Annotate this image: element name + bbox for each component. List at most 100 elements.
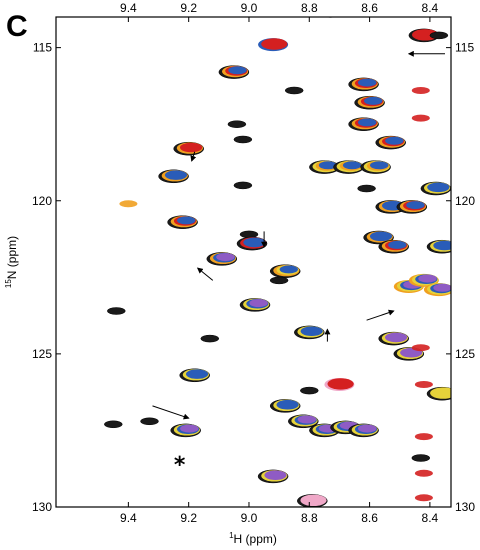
nmr-peak	[324, 378, 355, 391]
peak-contour-blue	[370, 161, 389, 170]
shift-arrow	[366, 309, 395, 321]
peak-contour-blue	[164, 170, 188, 180]
peak-contour-red	[414, 469, 433, 477]
peak-contour-blue	[300, 326, 323, 337]
shift-arrow	[196, 267, 214, 281]
peak-contour-black	[411, 454, 431, 462]
y-tick-label-right: 115	[455, 41, 474, 55]
nmr-peak	[348, 423, 379, 438]
x-tick-label-top: 8.6	[361, 1, 378, 15]
x-tick-label-bottom: 8.4	[422, 511, 439, 525]
nmr-peak	[325, 17, 336, 18]
x-axis-label: 1H (ppm)	[229, 531, 277, 546]
nmr-peak	[257, 469, 289, 484]
nmr-peak	[294, 325, 325, 340]
peak-contour-blue	[369, 231, 393, 242]
nmr-peak	[173, 141, 204, 156]
peak-contour-black	[239, 230, 259, 239]
plot-frame	[55, 16, 452, 508]
nmr-peak	[378, 331, 409, 346]
peak-contour-blue	[243, 237, 266, 248]
peak-contour-blue	[186, 369, 209, 379]
nmr-peak	[408, 273, 439, 287]
y-tick-label-right: 120	[455, 194, 475, 208]
nmr-peak	[396, 200, 428, 214]
x-tick-label-top: 9.2	[180, 1, 197, 15]
nmr-peak	[297, 494, 328, 507]
peak-contour-red	[411, 87, 430, 94]
x-tick-label-top: 9.0	[241, 1, 258, 15]
nmr-peak	[360, 160, 391, 174]
peak-contour-purple	[418, 274, 437, 283]
peak-contour-orange	[119, 200, 138, 208]
nmr-peak	[288, 414, 319, 429]
panel-label: C	[6, 10, 28, 43]
peak-contour-black	[300, 386, 319, 395]
nmr-peak	[348, 77, 379, 92]
nmr-peak	[104, 420, 123, 429]
y-tick-label-right: 125	[455, 347, 475, 361]
peak-contour-blue	[433, 240, 451, 251]
nmr-peak	[411, 454, 431, 462]
nmr-peak	[107, 307, 126, 315]
nmr-peak	[426, 239, 451, 254]
nmr-peak	[411, 344, 430, 352]
peak-contour-black	[429, 31, 449, 40]
peak-contour-red	[411, 114, 430, 122]
peak-contour-black	[233, 135, 253, 144]
shift-arrow	[190, 151, 197, 162]
peak-contour-pink	[300, 494, 327, 506]
asterisk-marker: *	[174, 453, 186, 478]
peak-contour-black	[227, 120, 247, 128]
nmr-peak	[414, 469, 433, 477]
nmr-peak	[411, 114, 430, 122]
peak-contour-blue	[406, 201, 425, 210]
peak-contour-black	[325, 17, 336, 18]
peak-contour-purple	[433, 283, 451, 292]
y-tick-label-left: 120	[32, 194, 52, 208]
peak-contour-purple	[264, 470, 287, 481]
peaks-layer	[104, 17, 451, 507]
peak-contour-purple	[249, 299, 268, 308]
nmr-peak	[423, 283, 451, 297]
peak-contour-blue	[276, 399, 299, 410]
nmr-peak	[363, 230, 394, 245]
y-tick-label-left: 125	[32, 347, 52, 361]
peak-contour-red	[180, 142, 203, 153]
nmr-peak	[309, 160, 340, 174]
ticks-layer: 9.4 9.4 9.2 9.2 9.0 9.0 8.8 8.8 8.6 8.6 8.4 8.4 115 1…	[32, 1, 475, 525]
nmr-peak	[284, 86, 304, 95]
x-tick-label-top: 8.4	[422, 1, 439, 15]
nmr-peak	[375, 135, 406, 150]
arrows-layer	[152, 50, 445, 420]
peak-contour-blue	[388, 240, 407, 249]
peak-contour-red	[414, 433, 433, 441]
peak-contour-black	[200, 334, 220, 343]
nmr-peak	[236, 236, 268, 251]
y-axis-label: 15N (ppm)	[4, 236, 19, 288]
nmr-peak	[269, 399, 301, 413]
nmr-peak	[269, 264, 301, 278]
peak-contour-purple	[180, 424, 199, 433]
peak-contour-purple	[358, 424, 377, 433]
x-tick-label-bottom: 8.8	[301, 511, 318, 525]
peak-contour-blue	[385, 136, 404, 145]
y-tick-label-left: 115	[33, 41, 52, 55]
peak-contour-blue	[358, 78, 377, 87]
peak-contour-red	[261, 38, 288, 50]
peak-contour-black	[269, 276, 289, 285]
nmr-peak	[269, 276, 289, 285]
peak-contour-blue	[318, 161, 338, 170]
nmr-peak	[233, 181, 253, 190]
nmr-peak	[206, 252, 238, 266]
nmr-peak	[239, 230, 259, 239]
nmr-peak	[414, 381, 433, 388]
nmr-peak	[227, 120, 247, 128]
peak-contour-blue	[279, 265, 298, 274]
peak-contour-yellow	[430, 387, 451, 399]
peak-contour-red	[327, 378, 354, 390]
peak-contour-red	[414, 381, 433, 388]
peak-contour-black	[233, 181, 253, 190]
peak-contour-blue	[364, 96, 383, 105]
nmr-peak	[179, 368, 210, 383]
